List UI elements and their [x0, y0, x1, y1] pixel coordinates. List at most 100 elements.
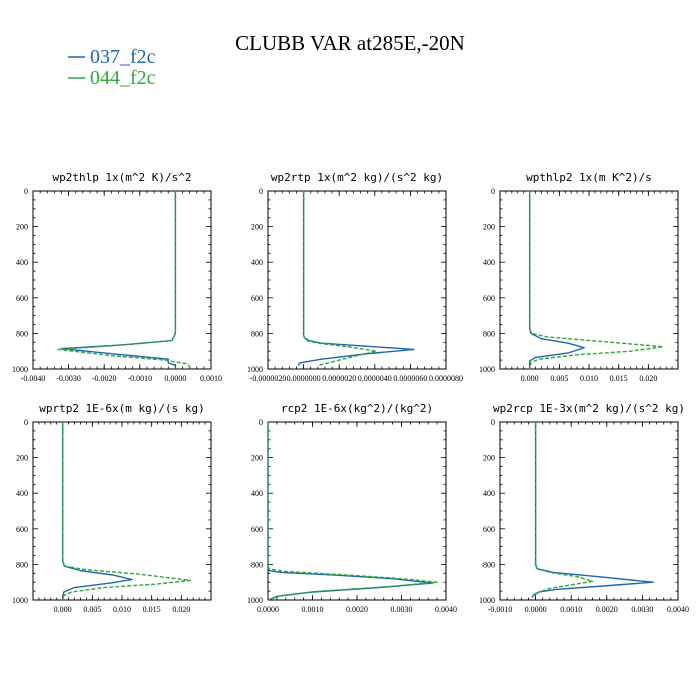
panel-wpthlp2: wpthlp2 1x(m K^2)/s 0 200 400 600 800 1000 0.00… — [479, 171, 679, 383]
y-tick-label: 200 — [16, 223, 28, 232]
series-line-044_f2c — [267, 422, 438, 601]
y-tick-label: 200 — [16, 454, 28, 463]
x-tick-label: 0.0000040 — [358, 374, 392, 383]
y-tick-label: 800 — [483, 329, 495, 338]
y-tick-label: 800 — [16, 329, 28, 338]
figure-title: CLUBB VAR at285E,-20N — [235, 31, 465, 55]
series-line-044_f2c — [61, 422, 191, 601]
panel-title: wp2rcp 1E-3x(m^2 kg)/(s^2 kg) — [493, 402, 685, 415]
x-tick-label: 0.0010 — [302, 605, 324, 614]
y-tick-label: 600 — [483, 525, 495, 534]
panel-wp2rcp: wp2rcp 1E-3x(m^2 kg)/(s^2 kg) 0 200 400 600 8… — [479, 402, 689, 614]
x-tick-label: -0.0040 — [21, 374, 46, 383]
panel-wp2rtp: wp2rtp 1x(m^2 kg)/(s^2 kg) 0 200 400 600 800 1… — [247, 171, 463, 383]
x-tick-label: 0.0000 — [257, 605, 279, 614]
panel-wp2thlp: wp2thlp 1x(m^2 K)/s^202004006008001000-0… — [12, 171, 222, 383]
y-tick-label: 800 — [483, 560, 495, 569]
panel-title: wpthlp2 1x(m K^2)/s — [526, 171, 652, 184]
x-tick-label: -0.0010 — [127, 374, 152, 383]
y-tick-label: 600 — [251, 525, 263, 534]
x-tick-label: 0.0000080 — [429, 374, 463, 383]
x-tick-label: 0.000 — [521, 374, 539, 383]
x-tick-label: 0.015 — [610, 374, 628, 383]
series-line-037_f2c — [531, 422, 654, 598]
plot-frame — [32, 190, 212, 370]
y-tick-label: 200 — [251, 454, 263, 463]
x-tick-label: 0.0010 — [560, 605, 582, 614]
series-line-044_f2c — [528, 191, 664, 370]
y-tick-label: 400 — [483, 489, 495, 498]
series-line-044_f2c — [534, 422, 594, 597]
panel-wprtp2: wprtp2 1E-6x(m kg)/(s kg) 0 200 400 600 800 10… — [12, 402, 212, 614]
panel-title: wp2rtp 1x(m^2 kg)/(s^2 kg) — [271, 171, 443, 184]
y-tick-label: 0 — [24, 187, 28, 196]
x-tick-label: 0.0020 — [596, 605, 618, 614]
x-tick-label: 0.010 — [113, 605, 131, 614]
series-line-044_f2c — [302, 191, 378, 367]
y-tick-label: 800 — [16, 560, 28, 569]
y-tick-label: 600 — [251, 294, 263, 303]
y-tick-label: 400 — [483, 258, 495, 267]
x-tick-label: 0.005 — [550, 374, 568, 383]
x-tick-label: 0.015 — [143, 605, 161, 614]
panel-title: rcp2 1E-6x(kg^2)/(kg^2) — [281, 402, 433, 415]
x-tick-label: 0.0000 — [525, 605, 547, 614]
y-tick-label: 400 — [251, 258, 263, 267]
y-tick-label: 1000 — [479, 365, 495, 374]
y-tick-label: 400 — [251, 489, 263, 498]
panel-title: wprtp2 1E-6x(m kg)/(s kg) — [39, 402, 205, 415]
y-tick-label: 400 — [16, 258, 28, 267]
x-tick-label: 0.0000000 — [287, 374, 321, 383]
series-line-037_f2c — [528, 191, 585, 369]
x-tick-label: 0.0000 — [164, 374, 186, 383]
x-tick-label: 0.010 — [580, 374, 598, 383]
y-tick-label: 1000 — [479, 596, 495, 605]
x-tick-label: 0.0010 — [200, 374, 222, 383]
y-tick-label: 1000 — [247, 365, 263, 374]
panel-rcp2: rcp2 1E-6x(kg^2)/(kg^2) 0 200 400 600 800 1000… — [247, 402, 457, 614]
y-tick-label: 200 — [251, 223, 263, 232]
x-tick-label: 0.005 — [83, 605, 101, 614]
chart-panels: wp2thlp 1x(m^2 K)/s^202004006008001000-0… — [12, 171, 689, 614]
series-line-044_f2c — [57, 191, 191, 369]
y-tick-label: 1000 — [12, 596, 28, 605]
y-tick-label: 600 — [483, 294, 495, 303]
y-tick-label: 600 — [16, 294, 28, 303]
x-tick-label: 0.0040 — [435, 605, 457, 614]
series-line-037_f2c — [267, 422, 434, 601]
plot-frame — [499, 421, 679, 601]
x-tick-label: 0.0040 — [667, 605, 689, 614]
y-tick-label: 800 — [251, 560, 263, 569]
x-tick-label: -0.0010 — [488, 605, 513, 614]
y-tick-label: 0 — [24, 418, 28, 427]
plot-frame — [499, 190, 679, 370]
x-tick-label: 0.0020 — [346, 605, 368, 614]
y-tick-label: 0 — [491, 418, 495, 427]
plot-frame — [267, 190, 447, 370]
y-tick-label: 400 — [16, 489, 28, 498]
y-tick-label: 800 — [251, 329, 263, 338]
x-tick-label: 0.000 — [54, 605, 72, 614]
y-tick-label: 200 — [483, 223, 495, 232]
panel-title: wp2thlp 1x(m^2 K)/s^2 — [52, 171, 191, 184]
y-tick-label: 0 — [491, 187, 495, 196]
x-tick-label: 0.0030 — [631, 605, 653, 614]
x-tick-label: 0.020 — [172, 605, 190, 614]
x-tick-label: 0.0000060 — [393, 374, 427, 383]
plot-frame — [32, 421, 212, 601]
legend-label-044_f2c: 044_f2c — [90, 67, 156, 89]
y-tick-label: 1000 — [247, 596, 263, 605]
x-tick-label: 0.020 — [639, 374, 657, 383]
legend-label-037_f2c: 037_f2c — [90, 46, 156, 68]
x-tick-label: -0.0000020 — [250, 374, 287, 383]
y-tick-label: 600 — [16, 525, 28, 534]
x-tick-label: 0.0000020 — [322, 374, 356, 383]
series-line-037_f2c — [297, 191, 415, 366]
y-tick-label: 0 — [259, 187, 263, 196]
y-tick-label: 200 — [483, 454, 495, 463]
y-tick-label: 1000 — [12, 365, 28, 374]
x-tick-label: -0.0020 — [92, 374, 117, 383]
x-tick-label: 0.0030 — [391, 605, 413, 614]
